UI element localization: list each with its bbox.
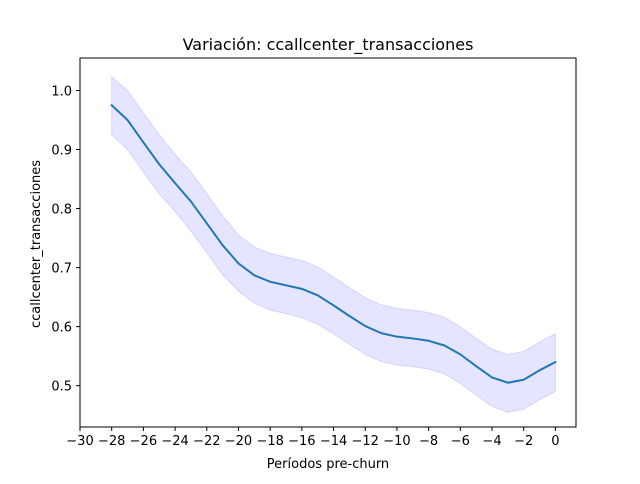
axes-frame bbox=[79, 57, 577, 428]
x-tick-label: −14 bbox=[320, 434, 347, 449]
x-tick-label: −6 bbox=[451, 434, 470, 449]
x-tick-label: −22 bbox=[193, 434, 220, 449]
x-tick-label: −4 bbox=[482, 434, 501, 449]
chart-title: Variación: ccallcenter_transacciones bbox=[183, 35, 474, 55]
x-tick-label: −24 bbox=[161, 434, 188, 449]
y-tick-label: 1.0 bbox=[51, 84, 72, 99]
y-axis-ticks: 0.5 0.6 0.7 0.8 0.9 1.0 bbox=[51, 84, 80, 395]
x-tick-label: −12 bbox=[352, 434, 379, 449]
x-tick-label: −8 bbox=[419, 434, 438, 449]
x-tick-label: −18 bbox=[256, 434, 283, 449]
series-line bbox=[110, 103, 557, 384]
x-tick-label: −16 bbox=[288, 434, 315, 449]
axes-border bbox=[79, 57, 577, 428]
x-tick-label: −20 bbox=[225, 434, 252, 449]
y-tick-label: 0.6 bbox=[51, 321, 72, 336]
confidence-band-layer bbox=[111, 75, 556, 413]
y-tick-label: 0.7 bbox=[51, 262, 72, 277]
x-tick-label: 0 bbox=[551, 434, 559, 449]
y-tick-label: 0.8 bbox=[51, 203, 72, 218]
x-tick-label: −28 bbox=[98, 434, 125, 449]
plot-area bbox=[80, 58, 576, 427]
x-axis-ticks: −30 −28 −26 −24 −22 −20 −18 −16 −14 −12 −10 −8 −6 −4−… bbox=[66, 427, 560, 449]
y-tick-label: 0.9 bbox=[51, 144, 72, 159]
y-axis-label: ccallcenter_transacciones bbox=[29, 160, 44, 328]
x-axis-label: Períodos pre-churn bbox=[267, 457, 389, 472]
series-line-layer bbox=[110, 103, 557, 384]
x-tick-label: −30 bbox=[66, 434, 93, 449]
y-tick-label: 0.5 bbox=[51, 380, 72, 395]
x-tick-label: −10 bbox=[383, 434, 410, 449]
x-tick-label: −2 bbox=[514, 434, 533, 449]
confidence-band bbox=[111, 75, 556, 413]
x-tick-label: −26 bbox=[130, 434, 157, 449]
plot-background bbox=[80, 58, 576, 427]
